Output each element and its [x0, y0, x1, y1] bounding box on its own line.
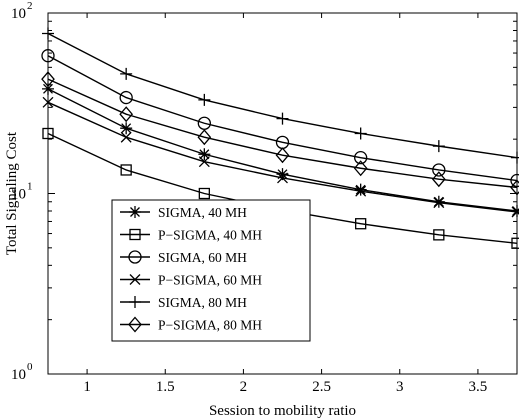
y-tick-exponent: 1: [27, 181, 33, 193]
y-axis-label: Total Signaling Cost: [4, 131, 20, 255]
data-point-0-4: [354, 183, 367, 196]
series-line-5: [47, 78, 518, 189]
data-point-0-3: [276, 168, 289, 181]
y-tick-exponent: 0: [27, 361, 33, 373]
data-point-3-3: [277, 172, 288, 184]
series-line-2: [47, 55, 518, 182]
legend-label: P−SIGMA, 40 MH: [158, 228, 262, 243]
data-point-2-5: [432, 163, 446, 177]
x-axis-label: Session to mobility ratio: [209, 403, 356, 419]
data-point-4-1: [120, 67, 133, 80]
data-point-4-2: [198, 93, 211, 106]
x-tick-label: 3: [396, 379, 404, 395]
data-point-5-2: [197, 129, 212, 146]
data-point-5-3: [275, 147, 290, 164]
axis-ticks: [48, 12, 517, 375]
x-tick-label: 1: [83, 379, 91, 395]
legend: SIGMA, 40 MH P−SIGMA, 40 MH SIGMA, 60 MH P−…: [111, 199, 311, 342]
legend-marker: [128, 250, 142, 264]
data-point-1-5: [433, 229, 445, 241]
y-tick-label: 10: [11, 367, 26, 383]
data-point-3-2: [198, 156, 210, 168]
data-point-1-4: [355, 218, 367, 230]
data-point-5-4: [353, 160, 368, 177]
x-tick-label: 2.5: [312, 379, 331, 395]
x-tick-label: 2: [240, 379, 248, 395]
x-tick-label: 3.5: [469, 379, 488, 395]
data-point-0-2: [198, 148, 211, 161]
legend-label: SIGMA, 60 MH: [158, 250, 247, 265]
data-point-4-4: [354, 127, 367, 140]
y-tick-label: 10: [11, 6, 26, 22]
y-tick-label: 10: [11, 187, 26, 203]
legend-marker: [129, 274, 141, 285]
x-tick-label: 1.5: [156, 379, 175, 395]
data-point-2-4: [354, 150, 368, 165]
legend-label: P−SIGMA, 60 MH: [158, 273, 262, 288]
data-point-3-1: [120, 131, 132, 143]
y-tick-exponent: 2: [27, 0, 33, 12]
data-point-1-2: [198, 187, 210, 200]
legend-marker: [129, 228, 141, 241]
data-point-1-1: [120, 164, 132, 176]
legend-label: SIGMA, 80 MH: [158, 295, 247, 310]
legend-box: [111, 199, 311, 342]
data-point-3-5: [433, 197, 445, 209]
legend-label: SIGMA, 40 MH: [158, 205, 247, 220]
data-point-4-5: [432, 140, 445, 153]
data-point-2-1: [119, 90, 133, 105]
legend-marker: [129, 296, 141, 308]
legend-marker: [128, 316, 142, 333]
legend-label: P−SIGMA, 80 MH: [158, 318, 262, 333]
data-point-3-4: [355, 185, 367, 197]
legend-marker: [129, 206, 141, 218]
data-point-5-5: [431, 171, 446, 188]
data-point-5-1: [119, 106, 134, 123]
data-point-4-3: [276, 112, 289, 125]
data-point-0-1: [120, 122, 133, 135]
